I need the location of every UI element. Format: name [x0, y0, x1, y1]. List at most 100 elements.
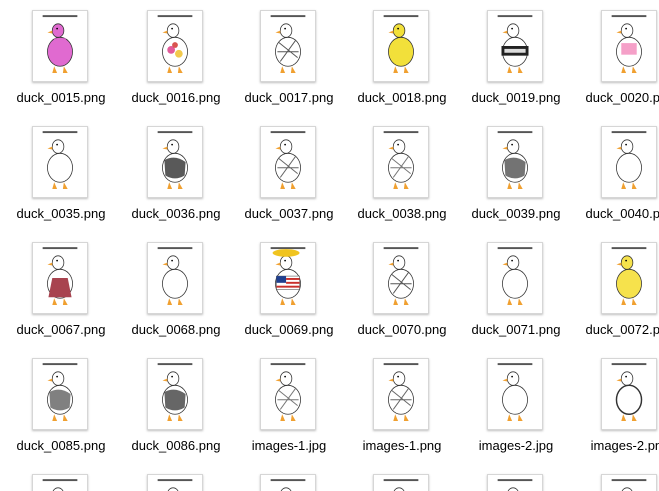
thumbnail-drawing	[157, 363, 193, 421]
file-thumbnail[interactable]	[373, 474, 429, 491]
file-name-label: duck_0070.png	[357, 322, 447, 337]
thumbnail-drawing	[270, 363, 306, 421]
thumbnail-drawing	[270, 479, 306, 491]
file-thumbnail[interactable]	[487, 242, 543, 314]
file-item[interactable]: duck_0019.png	[459, 10, 573, 122]
file-name-label: duck_0018.png	[357, 90, 447, 105]
file-name-label: duck_0068.png	[131, 322, 221, 337]
file-thumbnail[interactable]	[32, 358, 88, 430]
file-thumbnail[interactable]	[487, 10, 543, 82]
file-name-label: images-2.jpg	[478, 438, 554, 453]
file-thumbnail[interactable]	[601, 126, 657, 198]
file-item[interactable]: images-1.jpg	[232, 358, 346, 470]
thumbnail-drawing	[42, 247, 78, 305]
thumbnail-drawing	[383, 15, 419, 73]
file-item[interactable]: duck_0037.png	[232, 126, 346, 238]
file-thumbnail[interactable]	[32, 474, 88, 491]
file-thumbnail[interactable]	[32, 126, 88, 198]
file-thumbnail[interactable]	[147, 10, 203, 82]
file-item[interactable]: duck_0017.png	[232, 10, 346, 122]
file-name-label: duck_0040.png	[585, 206, 659, 221]
file-thumbnail[interactable]	[260, 10, 316, 82]
file-item[interactable]: duck_0036.png	[119, 126, 233, 238]
file-thumbnail[interactable]	[32, 10, 88, 82]
file-thumbnail[interactable]	[601, 358, 657, 430]
thumbnail-drawing	[157, 131, 193, 189]
file-thumbnail[interactable]	[147, 474, 203, 491]
file-thumbnail[interactable]	[601, 242, 657, 314]
thumbnail-drawing	[611, 479, 647, 491]
file-item[interactable]: duck_0039.png	[459, 126, 573, 238]
file-item[interactable]: duck_0085.png	[4, 358, 118, 470]
file-name-label: duck_0016.png	[131, 90, 221, 105]
file-name-label: duck_0020.png	[585, 90, 659, 105]
file-item[interactable]	[119, 474, 233, 491]
file-item[interactable]: duck_0069.png	[232, 242, 346, 354]
file-thumbnail[interactable]	[260, 126, 316, 198]
file-item[interactable]: duck_0018.png	[345, 10, 459, 122]
file-thumbnail[interactable]	[373, 10, 429, 82]
file-thumbnail[interactable]	[601, 10, 657, 82]
file-name-label: duck_0086.png	[131, 438, 221, 453]
file-thumbnail[interactable]	[487, 126, 543, 198]
thumbnail-drawing	[270, 247, 306, 305]
file-name-label: duck_0072.png	[585, 322, 659, 337]
file-thumbnail[interactable]	[373, 126, 429, 198]
file-thumbnail[interactable]	[487, 358, 543, 430]
file-item[interactable]: duck_0067.png	[4, 242, 118, 354]
file-name-label: images-1.png	[362, 438, 442, 453]
thumbnail-drawing	[42, 363, 78, 421]
thumbnail-drawing	[42, 15, 78, 73]
file-name-label: images-1.jpg	[251, 438, 327, 453]
file-thumbnail[interactable]	[260, 242, 316, 314]
file-item[interactable]: duck_0016.png	[119, 10, 233, 122]
thumbnail-drawing	[42, 479, 78, 491]
file-thumbnail[interactable]	[373, 358, 429, 430]
file-item[interactable]	[4, 474, 118, 491]
file-item[interactable]: images-1.png	[345, 358, 459, 470]
file-thumbnail[interactable]	[147, 126, 203, 198]
file-item[interactable]: duck_0038.png	[345, 126, 459, 238]
file-item[interactable]: duck_0035.png	[4, 126, 118, 238]
thumbnail-drawing	[157, 247, 193, 305]
thumbnail-drawing	[157, 479, 193, 491]
thumbnail-drawing	[270, 131, 306, 189]
file-item[interactable]	[573, 474, 659, 491]
file-name-label: duck_0069.png	[244, 322, 334, 337]
file-item[interactable]: duck_0072.png	[573, 242, 659, 354]
file-name-label: duck_0038.png	[357, 206, 447, 221]
file-item[interactable]: duck_0070.png	[345, 242, 459, 354]
thumbnail-drawing	[383, 479, 419, 491]
thumbnail-drawing	[383, 131, 419, 189]
file-item[interactable]: images-2.jpg	[459, 358, 573, 470]
file-item[interactable]: duck_0068.png	[119, 242, 233, 354]
thumbnail-drawing	[383, 247, 419, 305]
file-item[interactable]	[459, 474, 573, 491]
file-item[interactable]	[345, 474, 459, 491]
thumbnail-drawing	[497, 363, 533, 421]
file-item[interactable]: images-2.png	[573, 358, 659, 470]
thumbnail-drawing	[611, 15, 647, 73]
file-name-label: duck_0071.png	[471, 322, 561, 337]
file-name-label: duck_0035.png	[16, 206, 106, 221]
file-item[interactable]: duck_0071.png	[459, 242, 573, 354]
file-name-label: duck_0039.png	[471, 206, 561, 221]
file-item[interactable]: duck_0015.png	[4, 10, 118, 122]
file-item[interactable]: duck_0040.png	[573, 126, 659, 238]
thumbnail-drawing	[383, 363, 419, 421]
file-thumbnail[interactable]	[260, 358, 316, 430]
file-name-label: duck_0085.png	[16, 438, 106, 453]
thumbnail-drawing	[611, 363, 647, 421]
file-item[interactable]: duck_0020.png	[573, 10, 659, 122]
file-item[interactable]: duck_0086.png	[119, 358, 233, 470]
file-thumbnail[interactable]	[147, 358, 203, 430]
file-thumbnail[interactable]	[32, 242, 88, 314]
file-item[interactable]	[232, 474, 346, 491]
file-thumbnail[interactable]	[147, 242, 203, 314]
file-thumbnail[interactable]	[487, 474, 543, 491]
file-thumbnail[interactable]	[601, 474, 657, 491]
thumbnail-drawing	[497, 247, 533, 305]
file-thumbnail[interactable]	[373, 242, 429, 314]
file-thumbnail[interactable]	[260, 474, 316, 491]
